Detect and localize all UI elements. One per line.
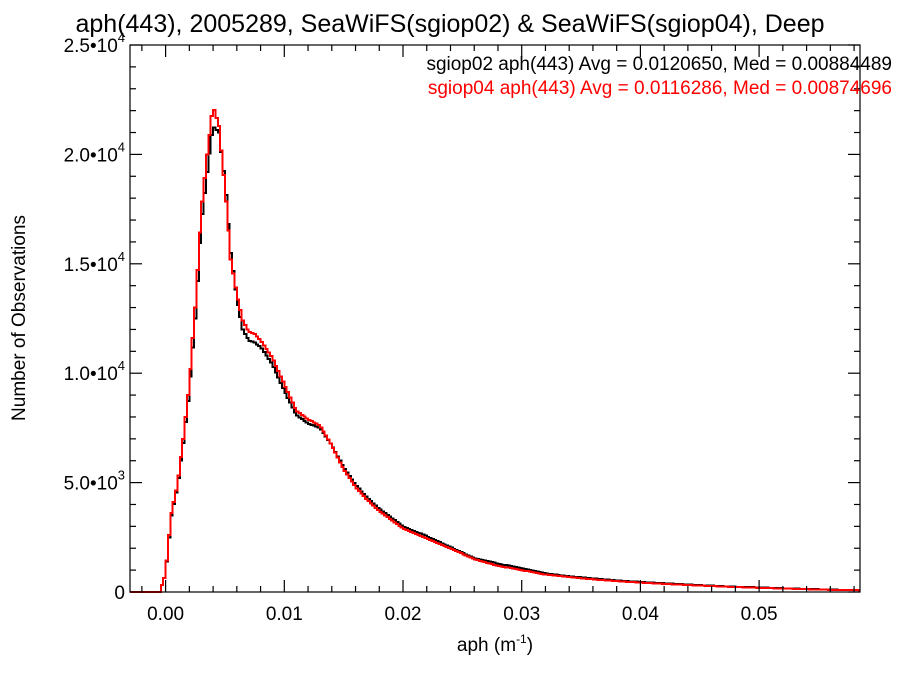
- legend-entry-1: sgiop02 aph(443) Avg = 0.0120650, Med = …: [426, 54, 892, 75]
- x-tick-label: 0.00: [147, 604, 184, 625]
- series-layer: [130, 109, 860, 593]
- y-tick-label: 2.0•104: [64, 139, 125, 166]
- x-tick-label: 0.02: [385, 604, 422, 625]
- y-axis-label: Number of Observations: [9, 215, 30, 421]
- y-tick-label: 5.0•103: [64, 468, 125, 495]
- x-axis-label-superscript: -1: [516, 632, 527, 646]
- y-tick-label: 2.5•104: [64, 30, 125, 57]
- y-tick-label: 1.5•104: [64, 249, 125, 276]
- x-tick-label: 0.05: [741, 604, 778, 625]
- series-line-sgiop04: [130, 109, 860, 593]
- y-tick-label: 1.0•104: [64, 358, 125, 385]
- legend: sgiop02 aph(443) Avg = 0.0120650, Med = …: [426, 54, 892, 99]
- series-line-sgiop02: [130, 126, 860, 593]
- x-tick-label: 0.01: [266, 604, 303, 625]
- x-axis-label-text: aph (m: [457, 635, 516, 656]
- tick-layer: 0.00 0.01 0.02 0.03 0.04 0.05 0 5.0•103 1.0•104 1…: [64, 30, 860, 625]
- chart-title: aph(443), 2005289, SeaWiFS(sgiop02) & Se…: [75, 10, 824, 38]
- legend-entry-2: sgiop04 aph(443) Avg = 0.0116286, Med = …: [428, 78, 892, 99]
- x-axis-label-end: ): [527, 635, 533, 656]
- x-tick-label: 0.04: [622, 604, 659, 625]
- plot-frame: [129, 44, 861, 593]
- y-tick-label: 0: [114, 583, 125, 604]
- x-tick-label: 0.03: [503, 604, 540, 625]
- x-axis-label: aph (m-1): [457, 632, 533, 656]
